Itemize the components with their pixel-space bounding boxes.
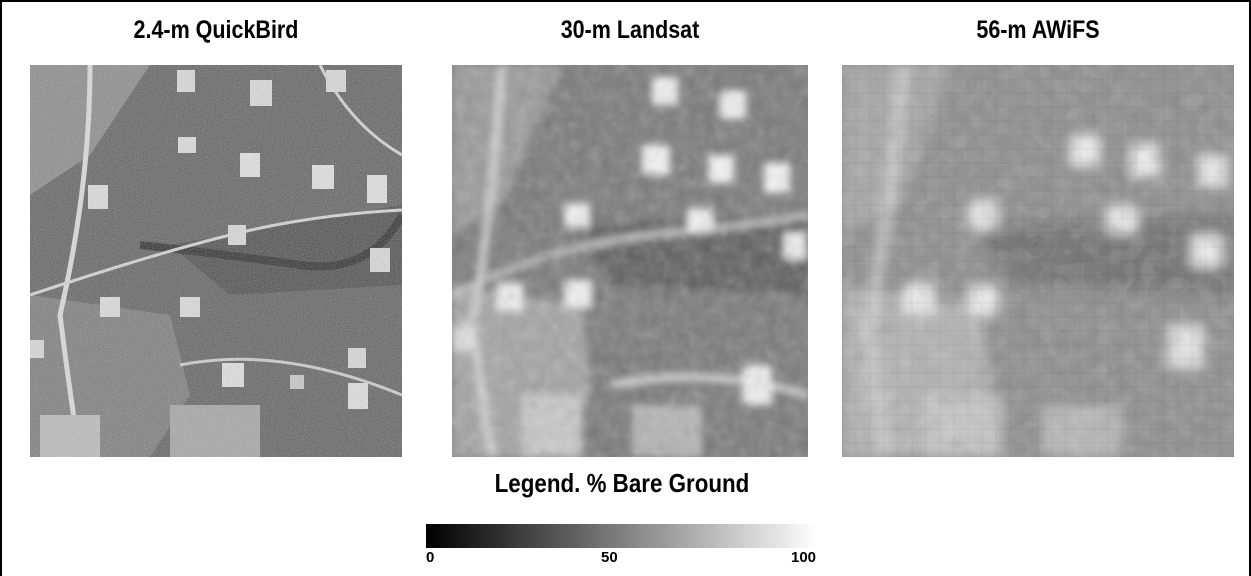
legend-mid-label: 50 (601, 549, 618, 566)
awifs-image (842, 65, 1234, 457)
quickbird-image (30, 65, 402, 457)
panel-title-landsat: 30-m Landsat (560, 16, 700, 44)
panel-title-quickbird: 2.4-m QuickBird (133, 16, 299, 44)
legend-title: Legend. % Bare Ground (494, 468, 750, 498)
panel-title-awifs: 56-m AWiFS (976, 16, 1100, 44)
legend-gradient-bar (426, 524, 818, 548)
legend-max-label: 100 (791, 549, 817, 566)
legend-min-label: 0 (426, 549, 435, 566)
landsat-image (452, 65, 808, 457)
